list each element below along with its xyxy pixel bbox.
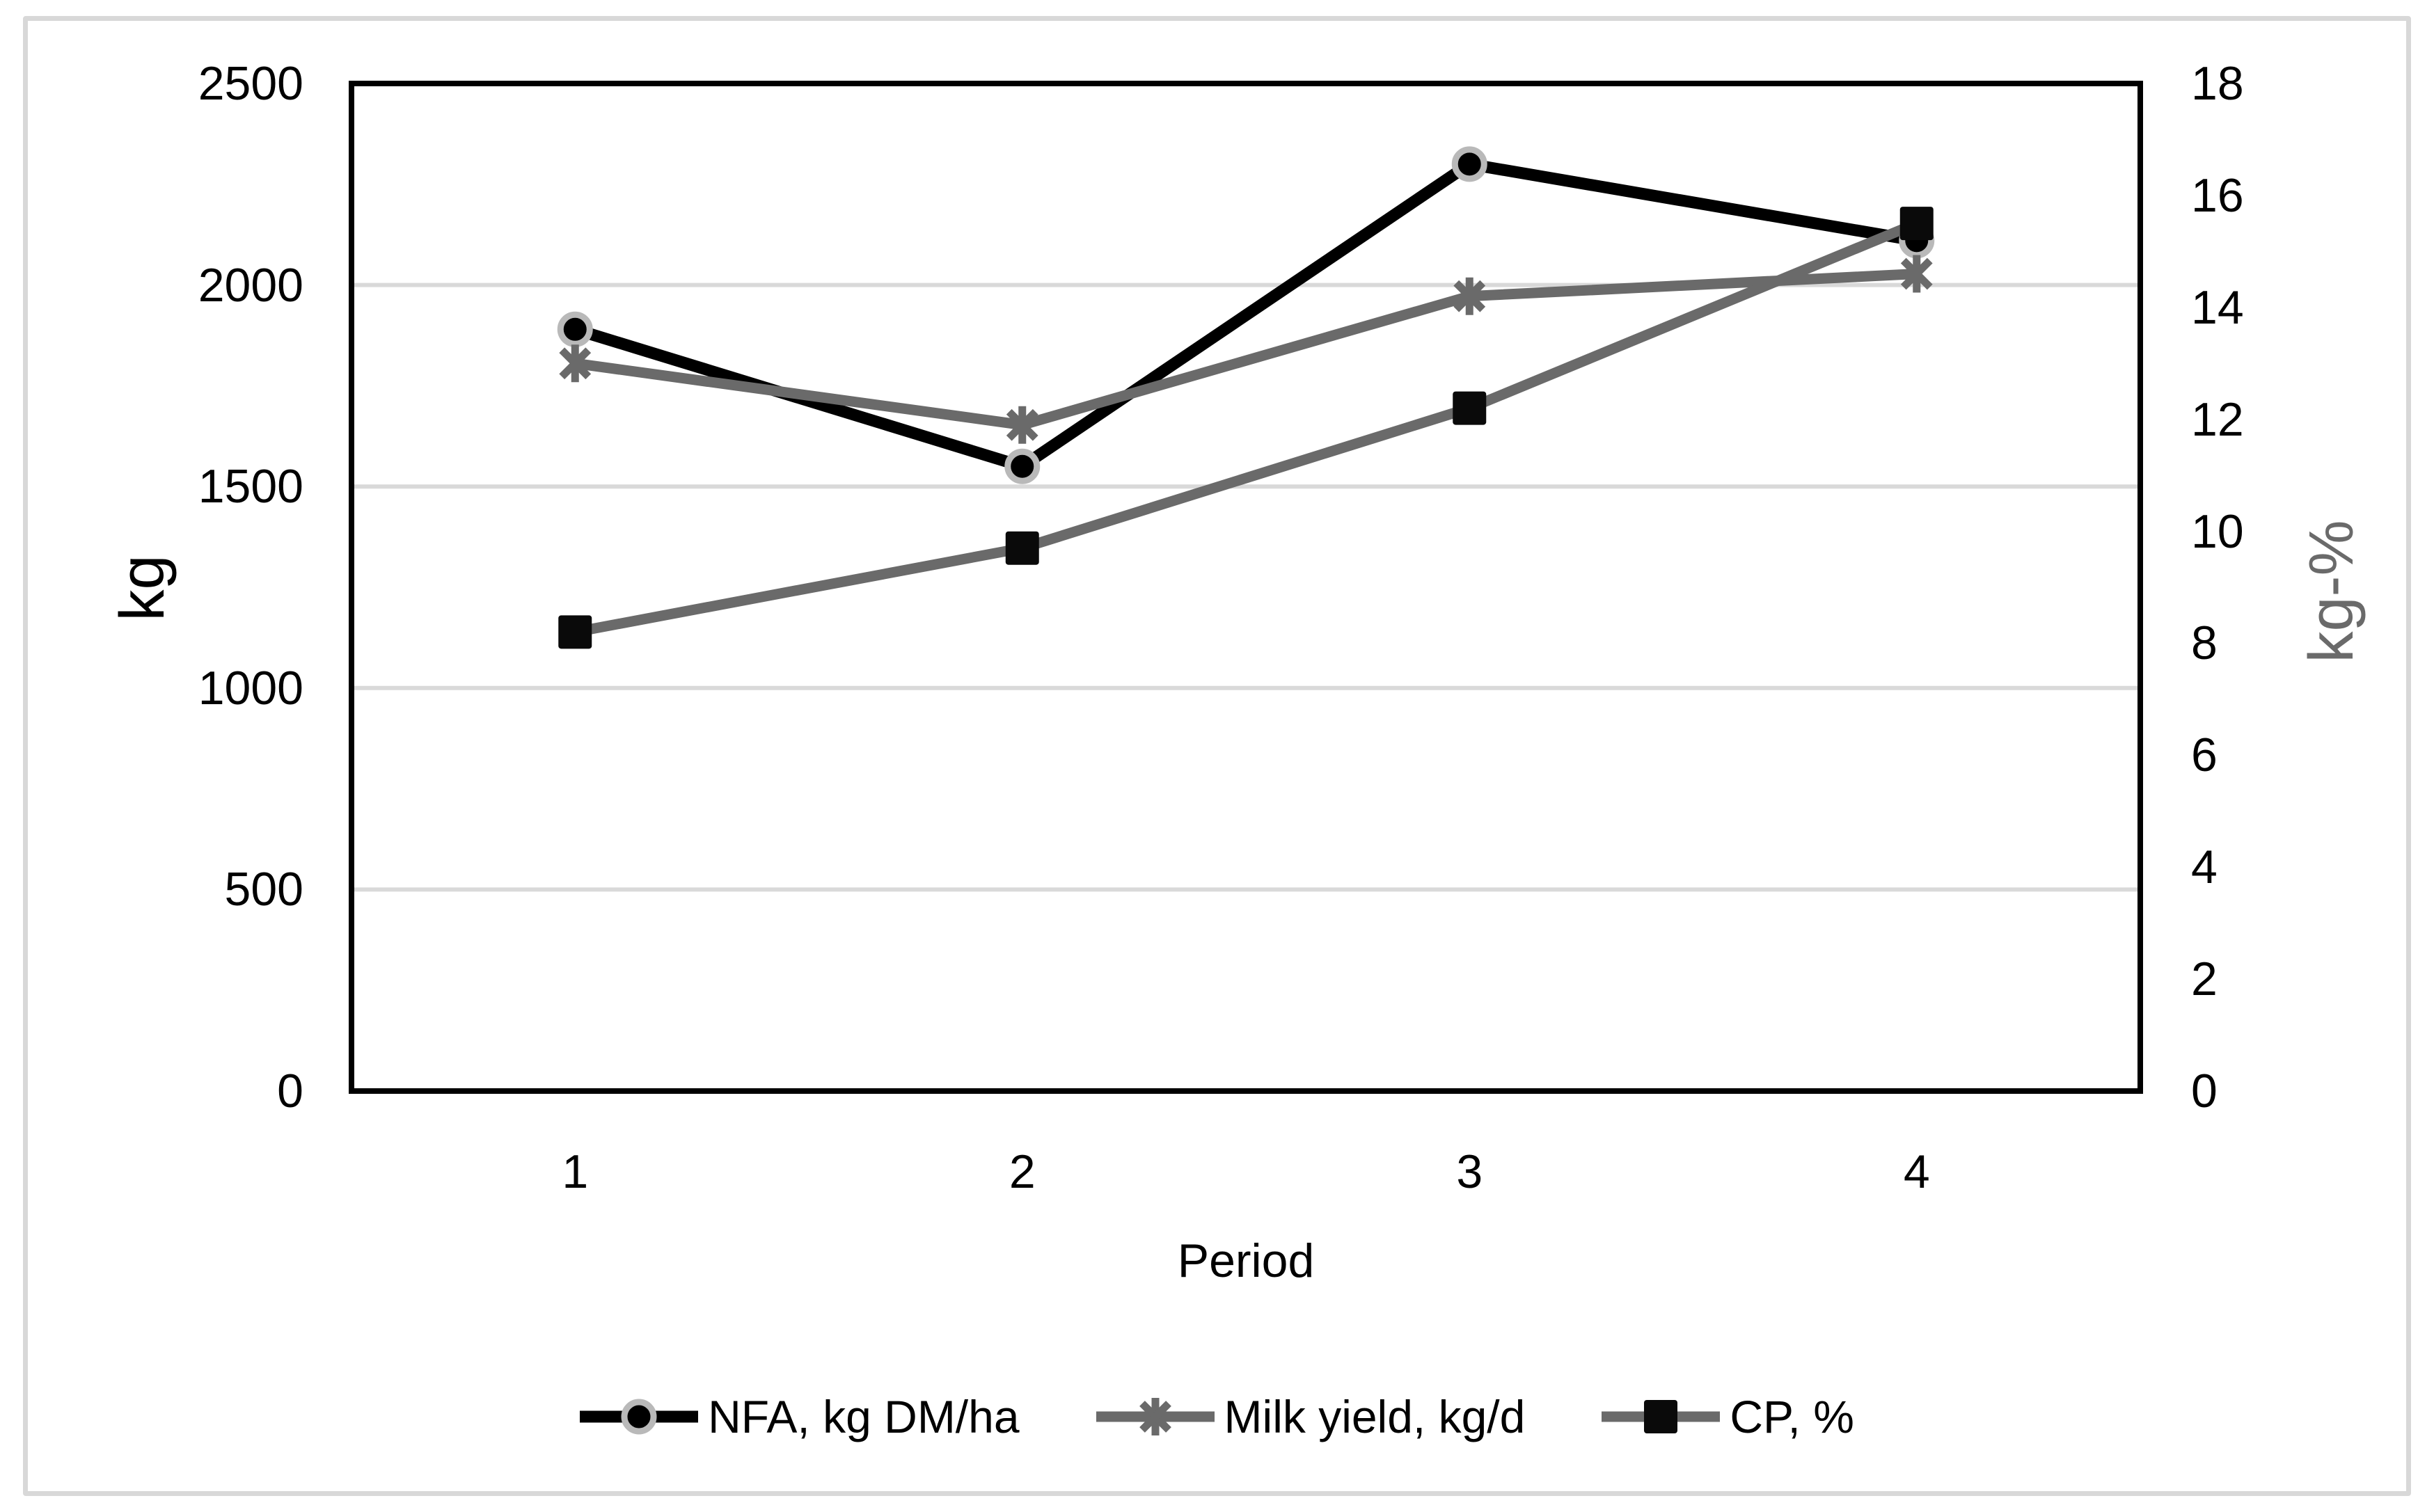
y-left-tick-0: 0 [277, 1065, 303, 1117]
square-marker [1644, 1400, 1678, 1433]
x-tick-4: 4 [1903, 1145, 1930, 1198]
y-right-tick-4: 4 [2191, 841, 2218, 894]
y-left-tick-1500: 1500 [198, 460, 303, 514]
legend-marker-square [1602, 1400, 1721, 1433]
square-marker [1899, 207, 1934, 241]
asterisk-marker [1900, 255, 1933, 293]
circle-marker [621, 1399, 657, 1435]
square-marker [1005, 531, 1039, 565]
y-right-tick-8: 8 [2191, 616, 2218, 670]
legend-label-2: CP, % [1730, 1391, 1854, 1442]
y-left-tick-1000: 1000 [198, 661, 303, 715]
asterisk-marker [1139, 1398, 1171, 1435]
legend-marker-asterisk [1096, 1398, 1215, 1435]
asterisk-marker [1453, 277, 1486, 315]
y-right-tick-12: 12 [2191, 392, 2244, 446]
y-right-tick-2: 2 [2191, 953, 2218, 1006]
y-right-tick-0: 0 [2191, 1065, 2218, 1117]
x-tick-2: 2 [1009, 1145, 1036, 1198]
circle-marker [557, 311, 593, 347]
asterisk-marker [1006, 406, 1038, 444]
legend-marker-circle [580, 1399, 699, 1435]
series-line-0 [573, 157, 1918, 473]
x-tick-1: 1 [562, 1145, 589, 1198]
plot-frame [349, 81, 2143, 1094]
y-right-tick-14: 14 [2191, 280, 2244, 334]
series-line-2 [574, 218, 1919, 637]
y-left-tick-500: 500 [224, 863, 303, 916]
legend-label-0: NFA, kg DM/ha [708, 1391, 1020, 1442]
x-axis-title: Period [1177, 1234, 1315, 1287]
y-right-tick-18: 18 [2191, 57, 2244, 110]
legend-item-0: NFA, kg DM/ha [580, 1391, 1020, 1442]
circle-marker [1451, 146, 1487, 182]
y-right-tick-16: 16 [2191, 168, 2244, 222]
right-axis-title: kg-% [2297, 520, 2366, 663]
legend-label-1: Milk yield, kg/d [1224, 1391, 1526, 1442]
y-right-tick-6: 6 [2191, 729, 2218, 782]
legend: NFA, kg DM/ha Milk yield, kg/d CP, % [0, 1392, 2434, 1442]
legend-item-1: Milk yield, kg/d [1096, 1391, 1526, 1442]
left-axis-title: kg [108, 555, 177, 621]
legend-item-2: CP, % [1602, 1394, 1854, 1440]
x-tick-3: 3 [1456, 1145, 1483, 1198]
square-marker [1453, 391, 1487, 425]
circle-marker [1004, 448, 1041, 484]
asterisk-marker [559, 344, 592, 383]
y-left-tick-2000: 2000 [198, 258, 303, 312]
y-left-tick-2500: 2500 [198, 57, 303, 110]
y-right-tick-10: 10 [2191, 504, 2244, 558]
square-marker [558, 615, 592, 649]
series-line-1 [574, 269, 1918, 431]
